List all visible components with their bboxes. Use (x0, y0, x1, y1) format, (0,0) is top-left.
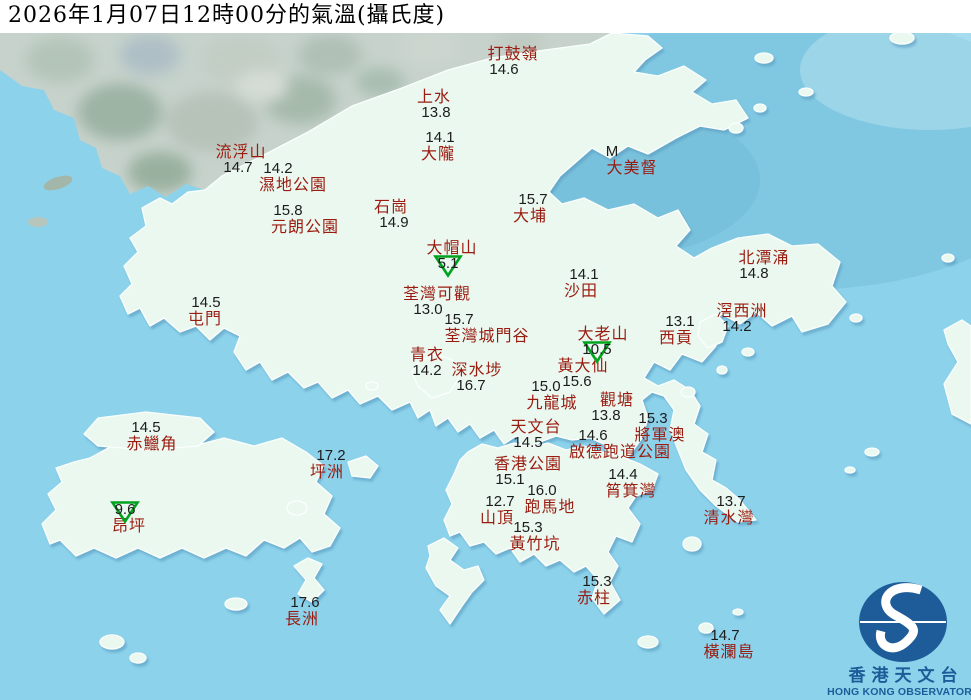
urban-area-shenzhen (0, 33, 612, 227)
land-lamma-island (425, 537, 485, 625)
land-new-territories (119, 32, 847, 523)
hko-logo: 香港天文台 HONG KONG OBSERVATORY (820, 580, 971, 698)
land-masses (41, 31, 971, 664)
hko-logo-english-name: HONG KONG OBSERVATORY (827, 686, 971, 698)
map-title: 2026年1月07日12時00分的氣溫(攝氏度) (0, 0, 971, 33)
hko-logo-icon (859, 582, 947, 662)
hko-logo-chinese-name: 香港天文台 (848, 666, 964, 686)
land-lantau-island (41, 437, 341, 559)
land-hong-kong-island (443, 442, 659, 615)
land-airport-island (83, 411, 215, 451)
land-tsing-yi (411, 353, 461, 399)
land-cheung-chau (293, 557, 325, 603)
